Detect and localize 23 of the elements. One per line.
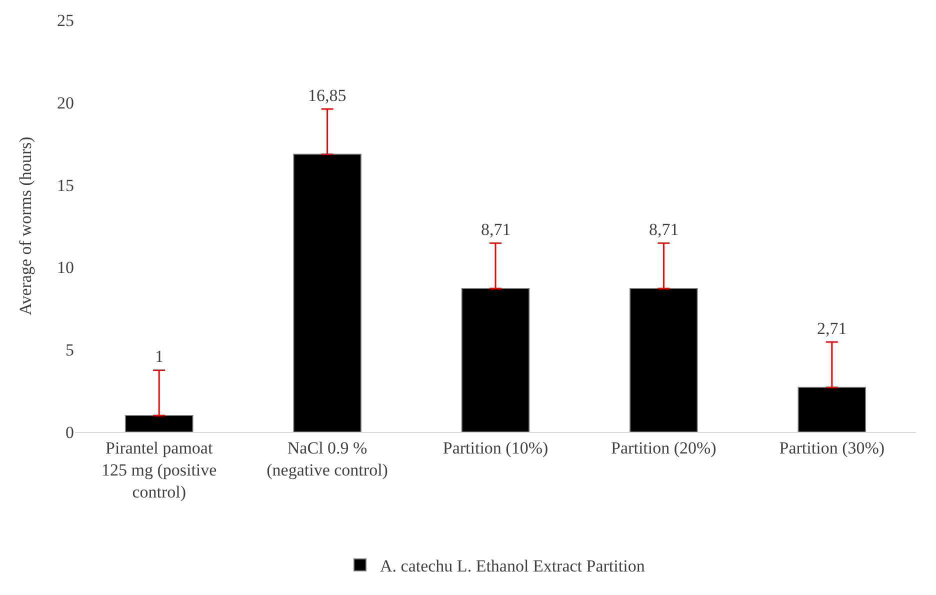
bar [798,386,866,432]
y-tick-label: 5 [66,340,74,360]
y-tick-label: 10 [57,258,74,278]
legend-label: A. catechu L. Ethanol Extract Partition [380,556,646,576]
y-tick-label: 25 [57,10,74,30]
x-tick-label: Partition (20%) [611,438,716,458]
x-tick-label: Pirantel pamoat 125 mg (positive control) [101,438,217,502]
y-tick-label: 20 [57,93,74,112]
bar [630,288,698,432]
data-label: 1 [155,347,164,366]
data-label: 16,85 [308,86,346,105]
data-label: 8,71 [481,220,511,239]
data-label: 2,71 [817,319,847,338]
y-tick-label: 15 [57,176,74,195]
y-axis-title: Average of worms (hours) [16,136,35,316]
x-tick-label: Partition (30%) [779,438,885,458]
data-label: 8,71 [649,220,679,239]
bar [124,415,194,432]
x-tick-label: Partition (10%) [442,438,548,458]
bar [293,154,362,432]
bar [461,288,530,432]
y-tick-label: 0 [66,422,74,442]
x-tick-label: NaCl 0.9 % (negative control) [266,438,388,480]
